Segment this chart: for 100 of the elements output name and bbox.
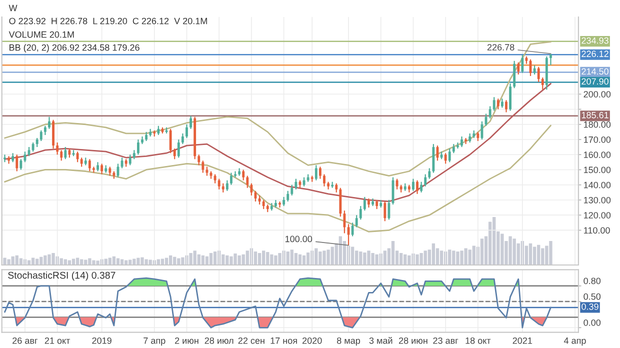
bar <box>318 252 322 265</box>
bar <box>294 252 298 265</box>
candlestick <box>452 143 455 154</box>
bar <box>416 254 419 265</box>
candlestick <box>145 131 148 142</box>
y-tick-label: 170.00 <box>584 136 611 143</box>
candlestick <box>132 150 136 160</box>
candlestick <box>108 166 112 176</box>
bar <box>472 246 476 265</box>
bar <box>234 253 237 265</box>
candlestick <box>234 170 236 178</box>
ref-line-label: 207.90 <box>582 78 608 85</box>
bar <box>532 246 536 265</box>
bar <box>80 259 84 265</box>
bar <box>456 252 460 265</box>
candlestick <box>88 158 91 172</box>
candlestick <box>230 172 232 186</box>
bar <box>391 240 395 265</box>
candlestick <box>294 178 298 190</box>
candlestick <box>64 146 67 160</box>
bar <box>148 260 152 265</box>
bar <box>193 250 196 265</box>
candlestick <box>521 54 524 74</box>
candlestick <box>262 199 265 210</box>
bar <box>383 250 386 265</box>
candlestick <box>517 62 520 76</box>
bar <box>64 259 67 265</box>
candlestick <box>258 194 261 206</box>
candlestick <box>335 182 338 193</box>
bar <box>432 243 436 265</box>
chart-title: StochasticRSI (14) 0.387 <box>8 272 116 281</box>
candlestick <box>363 196 366 212</box>
x-tick-label: 3 май <box>369 337 392 344</box>
candlestick <box>290 184 294 196</box>
bar <box>7 259 10 265</box>
bar <box>282 250 286 265</box>
candlestick <box>496 98 500 110</box>
x-tick-label: 28 июл <box>204 337 234 344</box>
candlestick <box>456 142 459 150</box>
ref-line-label: 234.93 <box>582 37 608 44</box>
y-tick-label: 200.00 <box>584 91 611 98</box>
candlestick <box>136 138 140 156</box>
bar <box>132 258 136 265</box>
candlestick <box>323 174 326 187</box>
candlestick <box>48 116 50 130</box>
candlestick <box>500 98 504 108</box>
candlestick <box>40 130 42 142</box>
bar <box>209 252 213 265</box>
x-tick-label: 7 апр <box>144 338 166 346</box>
candlestick <box>476 131 480 142</box>
ref-line-label: 226.12 <box>582 50 608 58</box>
bar <box>492 216 496 265</box>
x-tick-label: 17 ноя <box>270 338 297 344</box>
bar <box>500 234 504 265</box>
bar <box>88 258 92 265</box>
candlestick <box>76 151 79 163</box>
bar <box>298 254 302 265</box>
bar <box>156 259 160 265</box>
candlestick <box>100 163 104 175</box>
candlestick <box>56 142 59 156</box>
bar <box>100 259 104 265</box>
bar <box>84 260 88 265</box>
x-tick-label: 2 июн <box>175 337 198 344</box>
candlestick <box>202 160 204 174</box>
bar <box>452 250 456 265</box>
bar <box>242 254 245 265</box>
candlestick <box>92 166 95 174</box>
bar <box>181 257 184 265</box>
x-tick-label: 2019 <box>92 337 112 344</box>
candlestick <box>246 175 249 188</box>
candlestick <box>468 132 472 144</box>
bar <box>3 258 6 265</box>
bar <box>326 250 330 265</box>
candlestick <box>541 76 544 90</box>
candlestick <box>222 182 224 193</box>
bar <box>480 238 484 265</box>
bar <box>48 254 51 265</box>
bar <box>363 252 366 265</box>
bar <box>549 240 552 265</box>
bar <box>52 252 55 265</box>
candlestick <box>218 178 220 190</box>
y-tick-label: 130.00 <box>584 196 611 204</box>
candlestick <box>157 125 160 136</box>
candlestick <box>464 137 468 145</box>
y-tick-label: 0.50 <box>584 293 601 300</box>
bar <box>226 255 229 265</box>
bar <box>537 244 540 265</box>
candlestick <box>198 154 200 166</box>
candlestick <box>68 148 71 158</box>
y-tick-label: 0.80 <box>584 278 601 284</box>
bar <box>338 236 342 265</box>
bar <box>246 250 249 265</box>
annotation: VOLUME 20.1M <box>8 31 74 38</box>
bar <box>330 246 334 265</box>
candlestick <box>60 150 63 162</box>
candlestick <box>181 132 184 145</box>
bar <box>306 252 310 265</box>
ref-line-label: 214.50 <box>582 68 608 75</box>
bar <box>460 250 464 265</box>
candlestick <box>492 96 496 112</box>
